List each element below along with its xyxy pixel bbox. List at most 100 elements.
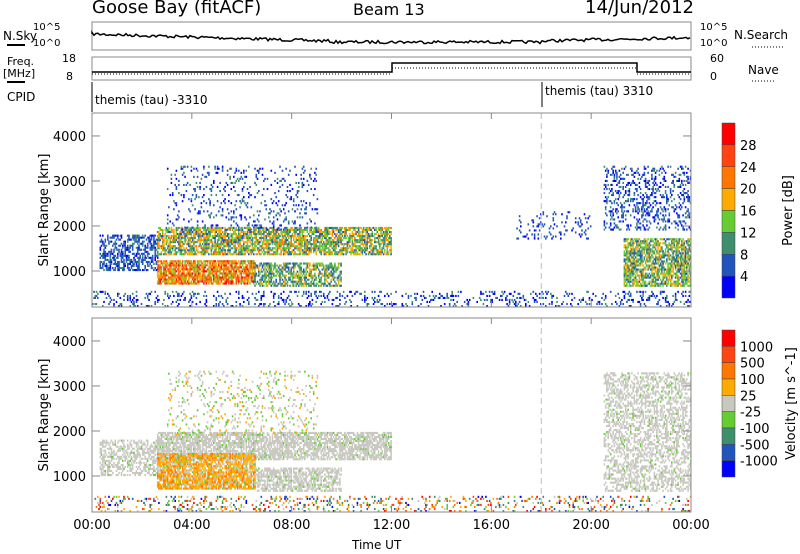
data-cell (226, 169, 229, 172)
data-cell (294, 231, 296, 234)
data-cell (327, 268, 330, 271)
data-cell (170, 264, 173, 267)
data-cell (673, 300, 676, 303)
data-cell (330, 237, 332, 240)
data-cell (385, 237, 387, 240)
data-cell (230, 233, 233, 236)
data-cell (537, 223, 540, 226)
data-cell (211, 264, 214, 267)
data-cell (216, 268, 219, 271)
data-cell (296, 196, 299, 199)
data-cell (287, 237, 290, 240)
data-cell (244, 233, 246, 236)
data-cell (199, 235, 201, 238)
data-cell (299, 239, 301, 242)
data-cell (146, 246, 149, 249)
data-cell (331, 266, 334, 269)
data-cell (196, 272, 199, 275)
data-cell (340, 247, 342, 250)
data-cell (315, 228, 317, 231)
data-cell (241, 268, 244, 271)
data-cell (99, 248, 102, 251)
data-cell (384, 239, 386, 242)
data-cell (136, 256, 139, 259)
data-cell (384, 237, 386, 240)
data-cell (235, 241, 238, 244)
data-cell (327, 249, 330, 252)
data-cell (181, 200, 184, 203)
data-cell (297, 233, 300, 236)
data-cell (268, 264, 270, 267)
data-cell (253, 253, 255, 256)
data-cell (380, 239, 382, 242)
data-cell (238, 276, 240, 279)
data-cell (375, 226, 377, 229)
data-cell (179, 243, 181, 246)
data-cell (287, 262, 290, 265)
data-cell (161, 264, 164, 267)
freq-label: Freq. (7, 55, 35, 68)
data-cell (339, 249, 341, 252)
data-cell (238, 237, 240, 240)
data-cell (374, 296, 376, 299)
data-cell (371, 290, 374, 293)
data-cell (603, 200, 606, 203)
data-cell (246, 278, 249, 281)
data-cell (287, 251, 290, 254)
data-cell (289, 169, 291, 172)
data-cell (292, 266, 295, 269)
data-cell (210, 241, 213, 244)
data-cell (364, 251, 366, 254)
data-cell (285, 241, 287, 244)
data-cell (176, 262, 179, 265)
data-cell (229, 264, 231, 267)
data-cell (105, 296, 108, 299)
data-cell (370, 249, 372, 252)
data-cell (276, 239, 279, 242)
data-cell (330, 241, 332, 244)
data-cell (169, 294, 171, 297)
data-cell (284, 303, 286, 306)
data-cell (254, 235, 256, 238)
data-cell (282, 253, 285, 256)
data-cell (230, 216, 233, 219)
data-cell (329, 272, 331, 275)
data-cell (204, 233, 206, 236)
data-cell (191, 268, 194, 271)
data-cell (287, 276, 290, 279)
data-cell (579, 221, 582, 224)
data-cell (639, 303, 642, 306)
data-cell (307, 303, 310, 306)
data-cell (309, 226, 311, 229)
data-cell (240, 214, 243, 217)
data-cell (282, 290, 285, 293)
data-cell (532, 296, 535, 299)
data-cell (536, 300, 538, 303)
data-cell (349, 298, 351, 301)
data-cell (246, 290, 249, 293)
data-cell (235, 226, 238, 229)
data-cell (260, 245, 263, 248)
data-cell (238, 290, 240, 293)
data-cell (166, 294, 169, 297)
data-cell (522, 294, 525, 297)
data-cell (309, 202, 311, 205)
data-cell (688, 290, 691, 293)
data-cell (401, 303, 404, 306)
data-cell (275, 243, 277, 246)
data-cell (175, 228, 178, 231)
data-cell (160, 235, 163, 238)
data-cell (411, 303, 414, 306)
data-cell (261, 237, 264, 240)
data-cell (453, 303, 456, 306)
data-cell (292, 198, 295, 201)
data-cell (335, 251, 337, 254)
data-cell (213, 237, 215, 240)
data-cell (260, 249, 263, 252)
data-cell (285, 243, 287, 246)
data-cell (334, 284, 336, 287)
data-cell (327, 226, 330, 229)
data-cell (201, 226, 204, 229)
data-cell (105, 252, 108, 255)
data-cell (159, 272, 161, 275)
